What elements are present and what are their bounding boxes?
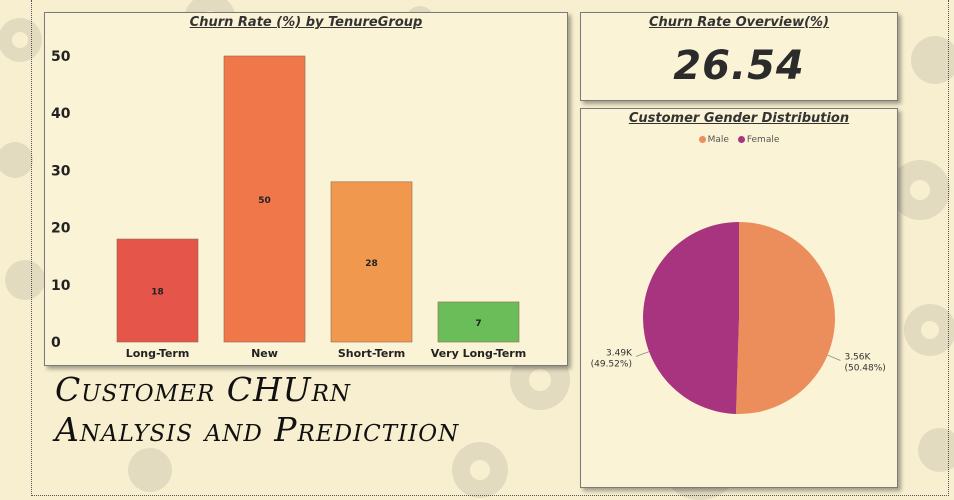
bar-long-term: [116, 238, 199, 343]
bar-very-long-term: [437, 301, 520, 343]
gender-distribution-chart[interactable]: Customer Gender Distribution Male Female…: [580, 108, 898, 488]
pie-leader-0: [827, 354, 841, 361]
legend-label-male: Male: [707, 135, 729, 145]
legend-item-male[interactable]: Male: [698, 135, 729, 145]
data-label-2: 28: [365, 259, 378, 269]
kpi-value: 26.54: [673, 43, 805, 89]
dashboard-frame: [31, 0, 949, 496]
data-label-1: 50: [258, 196, 271, 206]
y-tick-label-2: 20: [51, 221, 71, 237]
dashboard-title-line2: Analysis and Predictiion: [55, 410, 460, 449]
x-tick-label-3: Very Long-Term: [431, 347, 526, 360]
dashboard-title-line1: Customer CHUrn: [55, 370, 352, 409]
data-label-3: 7: [475, 319, 481, 329]
y-tick-label-4: 40: [51, 106, 71, 122]
y-tick-label-5: 50: [51, 49, 71, 65]
pie-chart-svg: 3.56K(50.48%) 3.49K(49.52%): [591, 222, 886, 414]
y-tick-label-3: 30: [51, 163, 71, 179]
pie-pct-label-0: (50.48%): [844, 363, 885, 373]
x-tick-label-1: New: [251, 347, 278, 360]
churn-by-tenure-chart[interactable]: Churn Rate (%) by TenureGroup 0 10 20 30 40 5…: [44, 12, 568, 366]
pie-pct-label-1: (49.52%): [591, 360, 632, 370]
data-label-0: 18: [151, 288, 164, 298]
pie-legend: Male Female: [581, 135, 897, 145]
pie-chart-title: Customer Gender Distribution: [628, 111, 850, 126]
y-tick-label-1: 10: [51, 278, 71, 294]
legend-item-female[interactable]: Female: [737, 135, 780, 145]
bar-new: [223, 55, 306, 343]
legend-dot-female: [737, 136, 745, 143]
pie-slice-female: [642, 222, 739, 414]
pie-slice-male: [736, 222, 835, 414]
legend-dot-male: [698, 136, 706, 143]
pie-value-label-1: 3.49K: [606, 349, 633, 359]
legend-label-female: Female: [746, 135, 780, 145]
x-tick-label-2: Short-Term: [338, 347, 405, 360]
pie-leader-1: [635, 351, 650, 357]
pie-value-label-0: 3.56K: [844, 352, 871, 362]
dashboard-title: Customer CHUrn Analysis and Predictiion: [55, 370, 459, 450]
y-tick-label-0: 0: [51, 335, 61, 351]
x-tick-label-0: Long-Term: [126, 347, 190, 360]
kpi-title: Churn Rate Overview(%): [648, 15, 829, 30]
bar-short-term: [330, 181, 413, 343]
churn-rate-kpi-card[interactable]: Churn Rate Overview(%) 26.54: [580, 12, 898, 101]
bar-chart-svg: 0 10 20 30 40 50 18 Long-Term 50 New 28 Short-Term 7…: [51, 49, 526, 360]
bar-chart-title: Churn Rate (%) by TenureGroup: [189, 15, 423, 30]
